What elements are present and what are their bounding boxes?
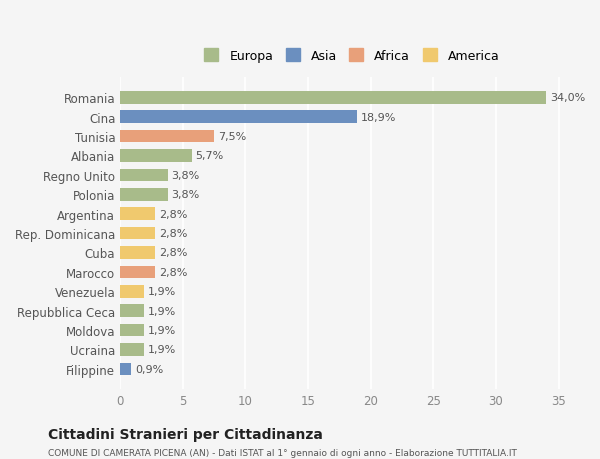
Bar bbox=[120, 305, 144, 317]
Legend: Europa, Asia, Africa, America: Europa, Asia, Africa, America bbox=[198, 43, 506, 69]
Text: 3,8%: 3,8% bbox=[172, 170, 200, 180]
Bar bbox=[120, 266, 155, 279]
Bar bbox=[120, 92, 546, 104]
Bar bbox=[120, 246, 155, 259]
Text: Cittadini Stranieri per Cittadinanza: Cittadini Stranieri per Cittadinanza bbox=[48, 427, 323, 441]
Text: 1,9%: 1,9% bbox=[148, 345, 176, 355]
Text: 1,9%: 1,9% bbox=[148, 306, 176, 316]
Text: 5,7%: 5,7% bbox=[195, 151, 224, 161]
Bar bbox=[120, 111, 357, 124]
Bar bbox=[120, 285, 144, 298]
Text: 3,8%: 3,8% bbox=[172, 190, 200, 200]
Text: 2,8%: 2,8% bbox=[159, 248, 187, 258]
Text: 0,9%: 0,9% bbox=[135, 364, 163, 374]
Text: 2,8%: 2,8% bbox=[159, 229, 187, 239]
Bar bbox=[120, 343, 144, 356]
Bar bbox=[120, 130, 214, 143]
Text: COMUNE DI CAMERATA PICENA (AN) - Dati ISTAT al 1° gennaio di ogni anno - Elabora: COMUNE DI CAMERATA PICENA (AN) - Dati IS… bbox=[48, 448, 517, 457]
Text: 2,8%: 2,8% bbox=[159, 267, 187, 277]
Text: 1,9%: 1,9% bbox=[148, 325, 176, 336]
Text: 18,9%: 18,9% bbox=[361, 112, 396, 123]
Bar bbox=[120, 324, 144, 336]
Bar bbox=[120, 208, 155, 220]
Text: 1,9%: 1,9% bbox=[148, 286, 176, 297]
Bar bbox=[120, 189, 168, 201]
Text: 2,8%: 2,8% bbox=[159, 209, 187, 219]
Bar bbox=[120, 363, 131, 375]
Bar bbox=[120, 150, 191, 162]
Text: 34,0%: 34,0% bbox=[550, 93, 585, 103]
Bar bbox=[120, 169, 168, 182]
Text: 7,5%: 7,5% bbox=[218, 132, 246, 142]
Bar bbox=[120, 227, 155, 240]
